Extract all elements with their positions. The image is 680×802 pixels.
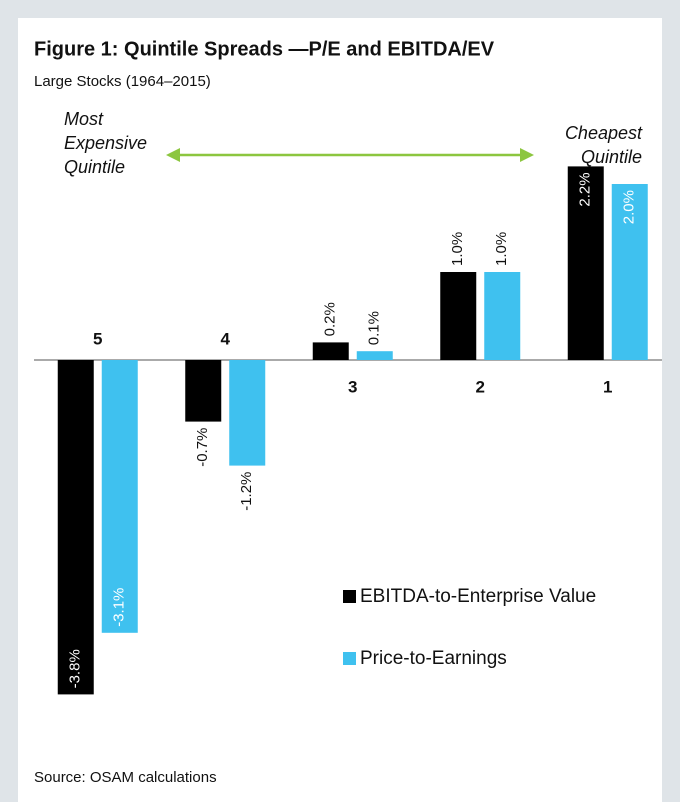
bar: [440, 272, 477, 360]
annotation: Most: [64, 109, 104, 129]
bar: [312, 342, 349, 360]
annotation: Expensive: [64, 133, 147, 153]
annotation: Cheapest: [565, 123, 643, 143]
value-label: -3.8%: [67, 649, 84, 688]
bar: [185, 360, 222, 422]
arrow: [166, 148, 534, 162]
legend-label: Price-to-Earnings: [360, 648, 507, 669]
annotation: Quintile: [581, 147, 642, 167]
chart-title: Figure 1: Quintile Spreads —P/E and EBIT…: [34, 38, 495, 60]
category-label: 1: [603, 377, 612, 396]
bar: [57, 360, 94, 695]
legend-swatch: [343, 590, 356, 603]
category-label: 2: [476, 377, 485, 396]
source: Source: OSAM calculations: [34, 769, 217, 786]
bar: [567, 166, 604, 360]
value-label: 2.2%: [577, 172, 594, 206]
legend-swatch: [343, 652, 356, 665]
value-label: 2.0%: [621, 190, 638, 224]
bar: [101, 360, 138, 633]
value-label: -0.7%: [194, 428, 211, 467]
value-label: -1.2%: [238, 472, 255, 511]
annotation: Quintile: [64, 157, 125, 177]
value-label: -3.1%: [111, 588, 128, 627]
value-label: 1.0%: [449, 232, 466, 266]
category-label: 4: [221, 329, 231, 348]
bar: [229, 360, 266, 466]
bar: [484, 272, 521, 360]
value-label: 0.1%: [366, 311, 383, 345]
chart-subtitle: Large Stocks (1964–2015): [34, 73, 211, 90]
value-label: 1.0%: [493, 232, 510, 266]
value-label: 0.2%: [322, 302, 339, 336]
legend-label: EBITDA-to-Enterprise Value: [360, 586, 596, 607]
bar: [611, 184, 648, 360]
category-label: 3: [348, 377, 357, 396]
bar: [356, 351, 393, 360]
category-label: 5: [93, 329, 102, 348]
